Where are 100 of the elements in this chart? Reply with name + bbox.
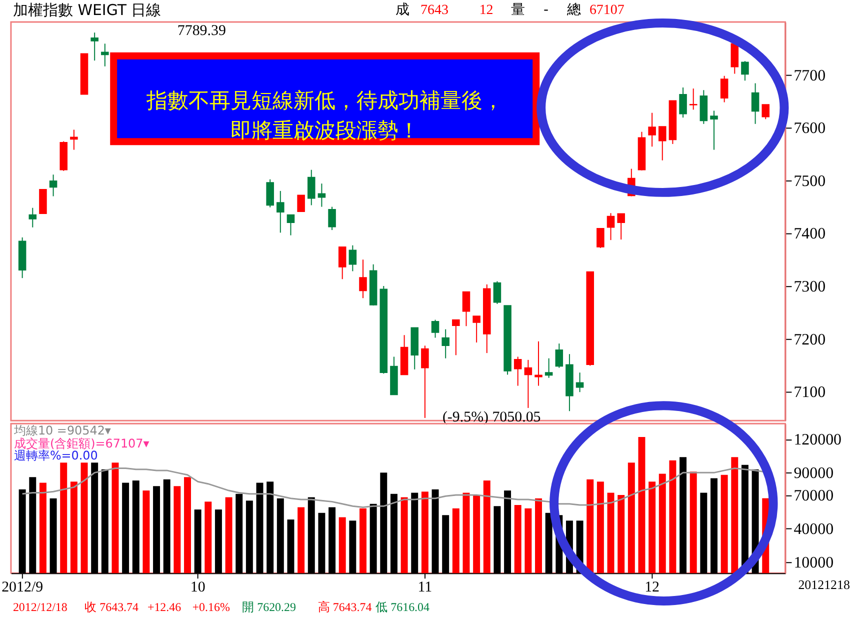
bar — [473, 494, 480, 574]
bar — [298, 507, 305, 574]
bar — [452, 508, 460, 574]
candlestick — [442, 328, 450, 359]
candlestick — [70, 129, 78, 150]
bar — [535, 498, 542, 574]
text: 20121218 — [798, 577, 850, 592]
candlestick — [49, 174, 58, 197]
candlestick — [730, 43, 739, 74]
candlestick — [741, 60, 749, 82]
text: 收 7643.74 — [84, 600, 139, 614]
candlestick — [555, 343, 564, 368]
annotation: 指數不再見短線新低，待成功補量後，即將重啟波段漲勢！ — [145, 88, 504, 143]
candlestick — [514, 356, 522, 386]
bar — [80, 462, 88, 574]
x-tick-label: 12 — [644, 580, 660, 596]
y-tick-label: 7500 — [794, 172, 826, 190]
bar — [658, 474, 666, 574]
text: +0.16% — [192, 600, 230, 614]
y-tick-label: 10000 — [794, 554, 834, 572]
bar — [720, 474, 728, 574]
candlestick — [524, 359, 532, 408]
bar — [360, 508, 366, 574]
candlestick — [606, 212, 615, 241]
annotation: 均線10 =90542▾ — [12, 424, 111, 438]
candlestick — [28, 207, 37, 228]
text: 12 — [479, 3, 494, 18]
candlestick — [328, 206, 336, 231]
bar — [690, 472, 697, 574]
bar — [607, 492, 614, 574]
candlestick — [751, 82, 760, 124]
candlestick — [617, 213, 625, 240]
candlestick — [462, 291, 470, 327]
bar — [204, 502, 212, 574]
candlestick — [421, 345, 429, 418]
bar — [39, 482, 46, 574]
bar — [174, 486, 181, 574]
candlestick — [431, 319, 440, 338]
candlestick — [493, 280, 502, 304]
bar — [731, 457, 738, 574]
bar — [648, 482, 656, 574]
candlestick — [452, 319, 460, 356]
annotation: 7789.39 — [177, 22, 226, 39]
candlestick — [348, 244, 357, 272]
candlestick — [710, 110, 718, 150]
chart-title: 加權指數 WEIGT 日線 — [12, 1, 162, 20]
bar — [184, 477, 191, 574]
y-tick-label: 7300 — [794, 278, 826, 296]
bar — [638, 436, 646, 574]
y-tick-label: 7600 — [794, 120, 826, 138]
bar — [586, 479, 594, 574]
x-tick-label: 2012/9 — [2, 580, 44, 596]
candlestick — [679, 86, 687, 118]
candlestick — [318, 183, 326, 208]
text: 成 — [396, 2, 410, 18]
bar — [60, 462, 68, 574]
y-tick-label: 7100 — [794, 384, 826, 402]
y-tick-label: 40000 — [794, 520, 834, 538]
candlestick — [266, 178, 274, 208]
y-tick-label: 7700 — [794, 67, 826, 84]
text: 低 7616.04 — [376, 600, 430, 614]
text: 2012/12/18 — [12, 600, 68, 614]
text: 67107 — [589, 3, 624, 18]
text: 總 — [566, 2, 581, 18]
candlestick — [576, 372, 584, 393]
candlestick — [720, 75, 728, 103]
y-tick-label: 70000 — [794, 487, 834, 504]
text: 7643 — [420, 3, 448, 18]
bar — [514, 505, 522, 574]
bar — [70, 482, 78, 574]
text: 高 7643.74 — [318, 600, 372, 614]
annotation: 成交量(含鉅額)=67107▾ — [14, 436, 150, 451]
text: - — [544, 2, 549, 18]
x-tick-label: 11 — [418, 580, 432, 596]
candlestick — [297, 194, 305, 212]
candlestick — [338, 246, 346, 280]
candlestick — [762, 104, 770, 120]
candlestick — [286, 214, 295, 236]
bar — [142, 490, 150, 574]
bar — [596, 482, 604, 574]
bar — [628, 462, 635, 574]
bar — [462, 492, 470, 574]
candlestick — [658, 126, 666, 161]
bar — [400, 497, 408, 574]
candlestick — [359, 259, 367, 299]
candlestick — [544, 358, 553, 378]
bar — [421, 492, 428, 574]
y-tick-label: 90000 — [794, 465, 834, 482]
annotation: (-9.5%) 7050.05 — [442, 410, 541, 426]
candlestick — [101, 43, 109, 67]
bar — [524, 508, 532, 574]
annotation: 週轉率%=0.00 — [14, 448, 98, 462]
x-tick-label: 10 — [190, 580, 206, 596]
candlestick — [648, 112, 656, 148]
candlestick — [689, 88, 698, 110]
candlestick — [90, 32, 98, 62]
candlestick — [472, 316, 480, 343]
y-tick-label: 7200 — [794, 331, 826, 348]
bar — [483, 480, 490, 574]
bar — [618, 494, 625, 574]
